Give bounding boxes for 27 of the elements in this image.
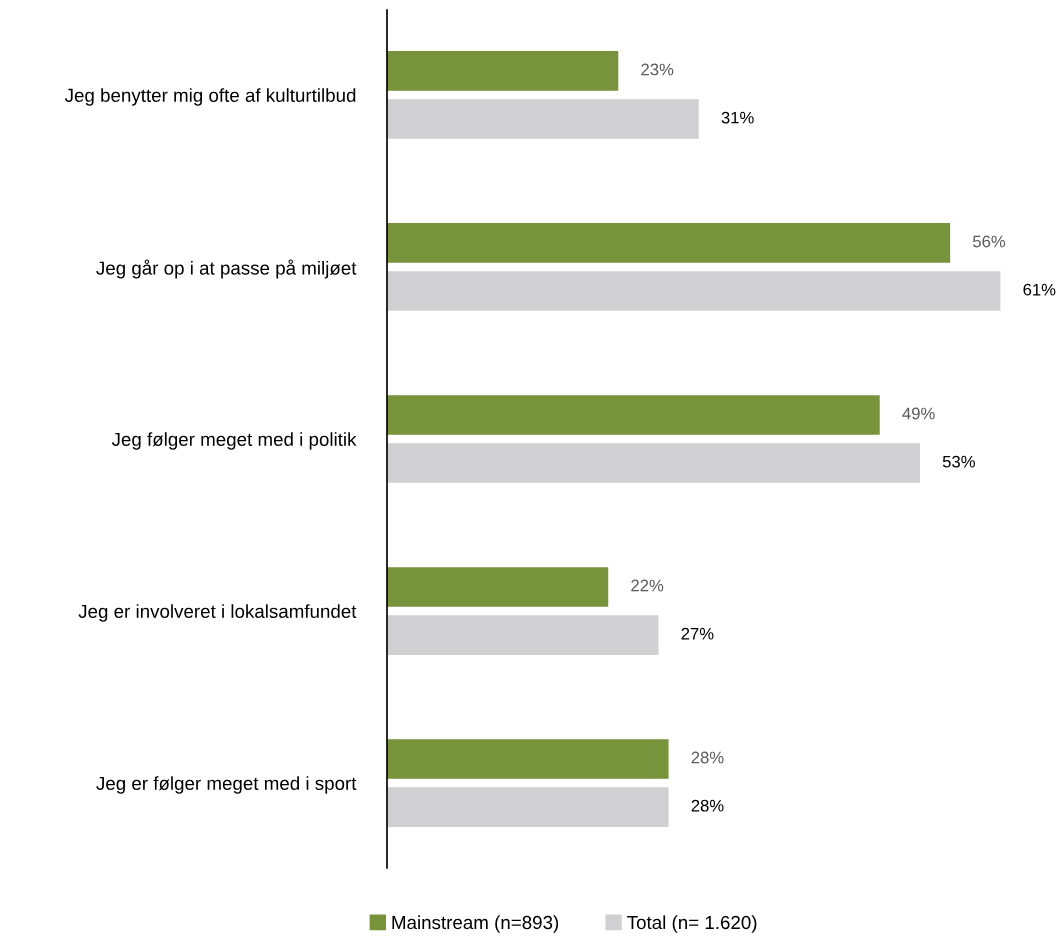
bar [387,615,659,655]
data-label: 31% [721,111,754,124]
data-label: 23% [641,63,674,76]
y-tick-label: Jeg er følger meget med i sport [96,776,357,794]
y-tick-label: Jeg er involveret i lokalsamfundet [78,604,357,622]
bar [387,395,880,435]
legend-label: Mainstream (n=893) [392,915,559,933]
legend-label: Total (n= 1.620) [627,915,757,933]
data-label: 61% [1023,283,1056,296]
data-label: 56% [973,235,1006,248]
bar [387,223,951,263]
bar [387,787,669,827]
bar [387,567,609,607]
data-label: 53% [942,455,975,468]
y-tick-label: Jeg benytter mig ofte af kulturtilbud [64,88,356,106]
bar [387,443,920,483]
data-label: 27% [681,627,714,640]
y-tick-label: Jeg følger meget med i politik [111,432,357,450]
y-tick-label: Jeg går op i at passe på miljøet [96,259,357,279]
bar [387,271,1001,311]
bar [387,99,699,139]
bar [387,51,619,91]
bar [387,739,669,779]
data-label: 28% [691,751,724,764]
data-label: 49% [902,407,935,420]
data-label: 28% [691,799,724,812]
data-label: 22% [631,579,664,592]
